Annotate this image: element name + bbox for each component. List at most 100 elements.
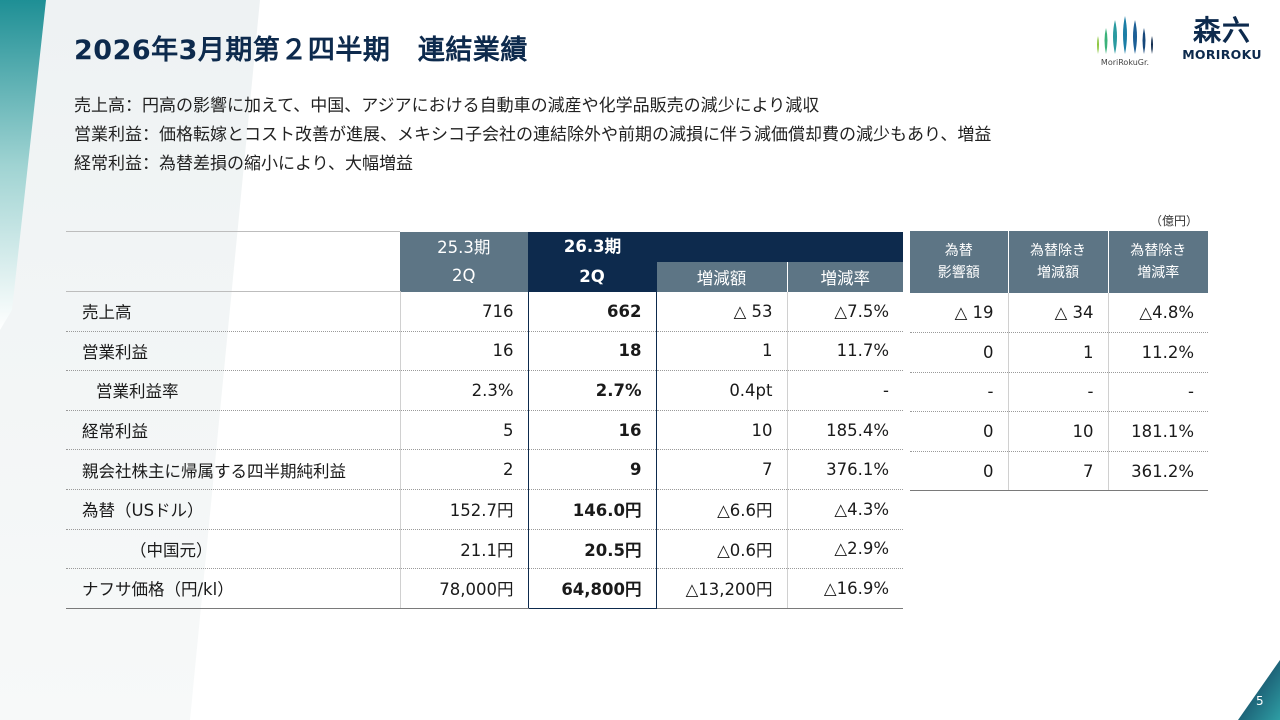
table-row: △ 19 △ 34 △4.8% (910, 293, 1208, 334)
ex-fx-rate: 11.2% (1107, 332, 1208, 373)
change-rate: - (786, 370, 903, 411)
row-label: 営業利益率 (66, 370, 400, 411)
fx-impact: - (910, 372, 1008, 413)
row-label: 経常利益 (66, 410, 400, 451)
ex-fx-diff: 7 (1007, 451, 1108, 492)
fx-impact: △ 19 (910, 293, 1008, 334)
header-change-rate: 増減率 (786, 261, 903, 292)
table-row: 売上高 716 662 △ 53 △7.5% (66, 291, 903, 332)
fx-impact: 0 (910, 411, 1008, 452)
cur-value: 662 (527, 291, 657, 332)
prev-value: 152.7円 (399, 489, 528, 530)
row-label: ナフサ価格（円/kl） (66, 568, 400, 609)
cur-value: 146.0円 (527, 489, 657, 530)
header-fx-impact: 為替 影響額 (910, 231, 1008, 293)
header-cur-quarter: 2Q (527, 261, 657, 292)
change-rate: 11.7% (786, 331, 903, 372)
change-rate: △7.5% (786, 291, 903, 332)
table-row: 営業利益率 2.3% 2.7% 0.4pt - (66, 370, 903, 411)
unit-label: （億円） (1150, 214, 1199, 228)
ex-fx-rate: 361.2% (1107, 451, 1208, 492)
header-cur-period: 26.3期 (527, 231, 903, 262)
row-label: （中国元） (66, 529, 400, 570)
change-amount: △ 53 (655, 291, 787, 332)
cur-value: 9 (527, 449, 657, 490)
header-prev-period: 25.3期 2Q (400, 231, 528, 292)
cur-value: 64,800円 (527, 568, 657, 609)
change-amount: △0.6円 (655, 529, 787, 570)
row-label: 営業利益 (66, 331, 400, 372)
summary-notes: 売上高：円高の影響に加えて、中国、アジアにおける自動車の減産や化学品販売の減少に… (74, 92, 991, 179)
moriroku-logo: 森六 MORIROKU (1182, 14, 1262, 74)
logo-latin: MORIROKU (1182, 47, 1262, 62)
header-ex-fx-diff-line1: 為替除き (1030, 243, 1086, 259)
ex-fx-rate: △4.8% (1107, 293, 1208, 334)
ex-fx-rate: - (1107, 372, 1208, 413)
page-title: 2026年3月期第２四半期 連結業績 (74, 35, 528, 66)
change-rate: 376.1% (786, 449, 903, 490)
table-row: 親会社株主に帰属する四半期純利益 2 9 7 376.1% (66, 449, 903, 490)
summary-sales: 売上高：円高の影響に加えて、中国、アジアにおける自動車の減産や化学品販売の減少に… (74, 96, 820, 116)
ex-fx-diff: △ 34 (1007, 293, 1108, 334)
prev-value: 2 (399, 449, 528, 490)
change-amount: 0.4pt (655, 370, 787, 411)
header-ex-fx-diff: 為替除き 増減額 (1007, 231, 1108, 293)
table-row: （中国元） 21.1円 20.5円 △0.6円 △2.9% (66, 529, 903, 570)
summary-ordinary-profit: 経常利益：為替差損の縮小により、大幅増益 (74, 154, 413, 174)
header-ex-fx-rate-line2: 増減率 (1137, 265, 1180, 281)
header-prev-quarter-label: 2Q (452, 265, 476, 285)
fx-impact: 0 (910, 332, 1008, 373)
table-row: 0 1 11.2% (910, 332, 1208, 373)
moriroku-group-logo: MoriRokuGr. (1090, 14, 1160, 74)
cur-value: 2.7% (527, 370, 657, 411)
fx-adjusted-table: 為替 影響額 為替除き 増減額 為替除き 増減率 △ 19 △ 34 △4.8%… (910, 231, 1208, 492)
results-table: 25.3期 2Q 26.3期 2Q 増減額 増減率 売上高 716 662 △ … (66, 231, 903, 609)
group-logo-caption: MoriRokuGr. (1100, 58, 1150, 67)
prev-value: 5 (399, 410, 528, 451)
header-ex-fx-rate-line1: 為替除き (1130, 243, 1187, 259)
change-rate: △16.9% (786, 568, 903, 609)
change-amount: △13,200円 (655, 568, 787, 609)
cur-value: 20.5円 (527, 529, 657, 570)
cur-value: 16 (527, 410, 657, 451)
prev-value: 716 (399, 291, 528, 332)
change-amount: 1 (655, 331, 787, 372)
prev-value: 2.3% (399, 370, 528, 411)
header-change-amount: 増減額 (655, 261, 787, 292)
change-rate: △4.3% (786, 489, 903, 530)
table-row: 0 10 181.1% (910, 411, 1208, 452)
prev-value: 78,000円 (399, 568, 528, 609)
header-cur-period-label: 26.3期 (563, 236, 622, 256)
header-blank (66, 231, 400, 292)
ex-fx-diff: 10 (1007, 411, 1108, 452)
page-number: 5 (1256, 694, 1264, 708)
header-fx-impact-line1: 為替 (944, 243, 973, 259)
table-row: 経常利益 5 16 10 185.4% (66, 410, 903, 451)
row-label: 売上高 (66, 291, 400, 332)
group-logo-icon (1097, 16, 1153, 54)
table-row: 0 7 361.2% (910, 451, 1208, 492)
change-amount: 10 (655, 410, 787, 451)
prev-value: 16 (399, 331, 528, 372)
table-row: 営業利益 16 18 1 11.7% (66, 331, 903, 372)
ex-fx-diff: 1 (1007, 332, 1108, 373)
table-row: ナフサ価格（円/kl） 78,000円 64,800円 △13,200円 △16… (66, 568, 903, 609)
row-label: 為替（USドル） (66, 489, 400, 530)
cur-value: 18 (527, 331, 657, 372)
table-row: 為替（USドル） 152.7円 146.0円 △6.6円 △4.3% (66, 489, 903, 530)
table-row: - - - (910, 372, 1208, 413)
ex-fx-diff: - (1007, 372, 1108, 413)
prev-value: 21.1円 (399, 529, 528, 570)
ex-fx-rate: 181.1% (1107, 411, 1208, 452)
change-rate: △2.9% (786, 529, 903, 570)
change-amount: 7 (655, 449, 787, 490)
header-prev-period-label: 25.3期 (437, 237, 491, 257)
header-ex-fx-rate: 為替除き 増減率 (1107, 231, 1208, 293)
fx-impact: 0 (910, 451, 1008, 492)
logo-kanji: 森六 (1192, 14, 1251, 47)
header-ex-fx-diff-line2: 増減額 (1037, 265, 1079, 281)
change-rate: 185.4% (786, 410, 903, 451)
row-label: 親会社株主に帰属する四半期純利益 (66, 449, 400, 490)
summary-operating-profit: 営業利益：価格転嫁とコスト改善が進展、メキシコ子会社の連結除外や前期の減損に伴う… (74, 125, 992, 145)
header-fx-impact-line2: 影響額 (937, 265, 980, 281)
